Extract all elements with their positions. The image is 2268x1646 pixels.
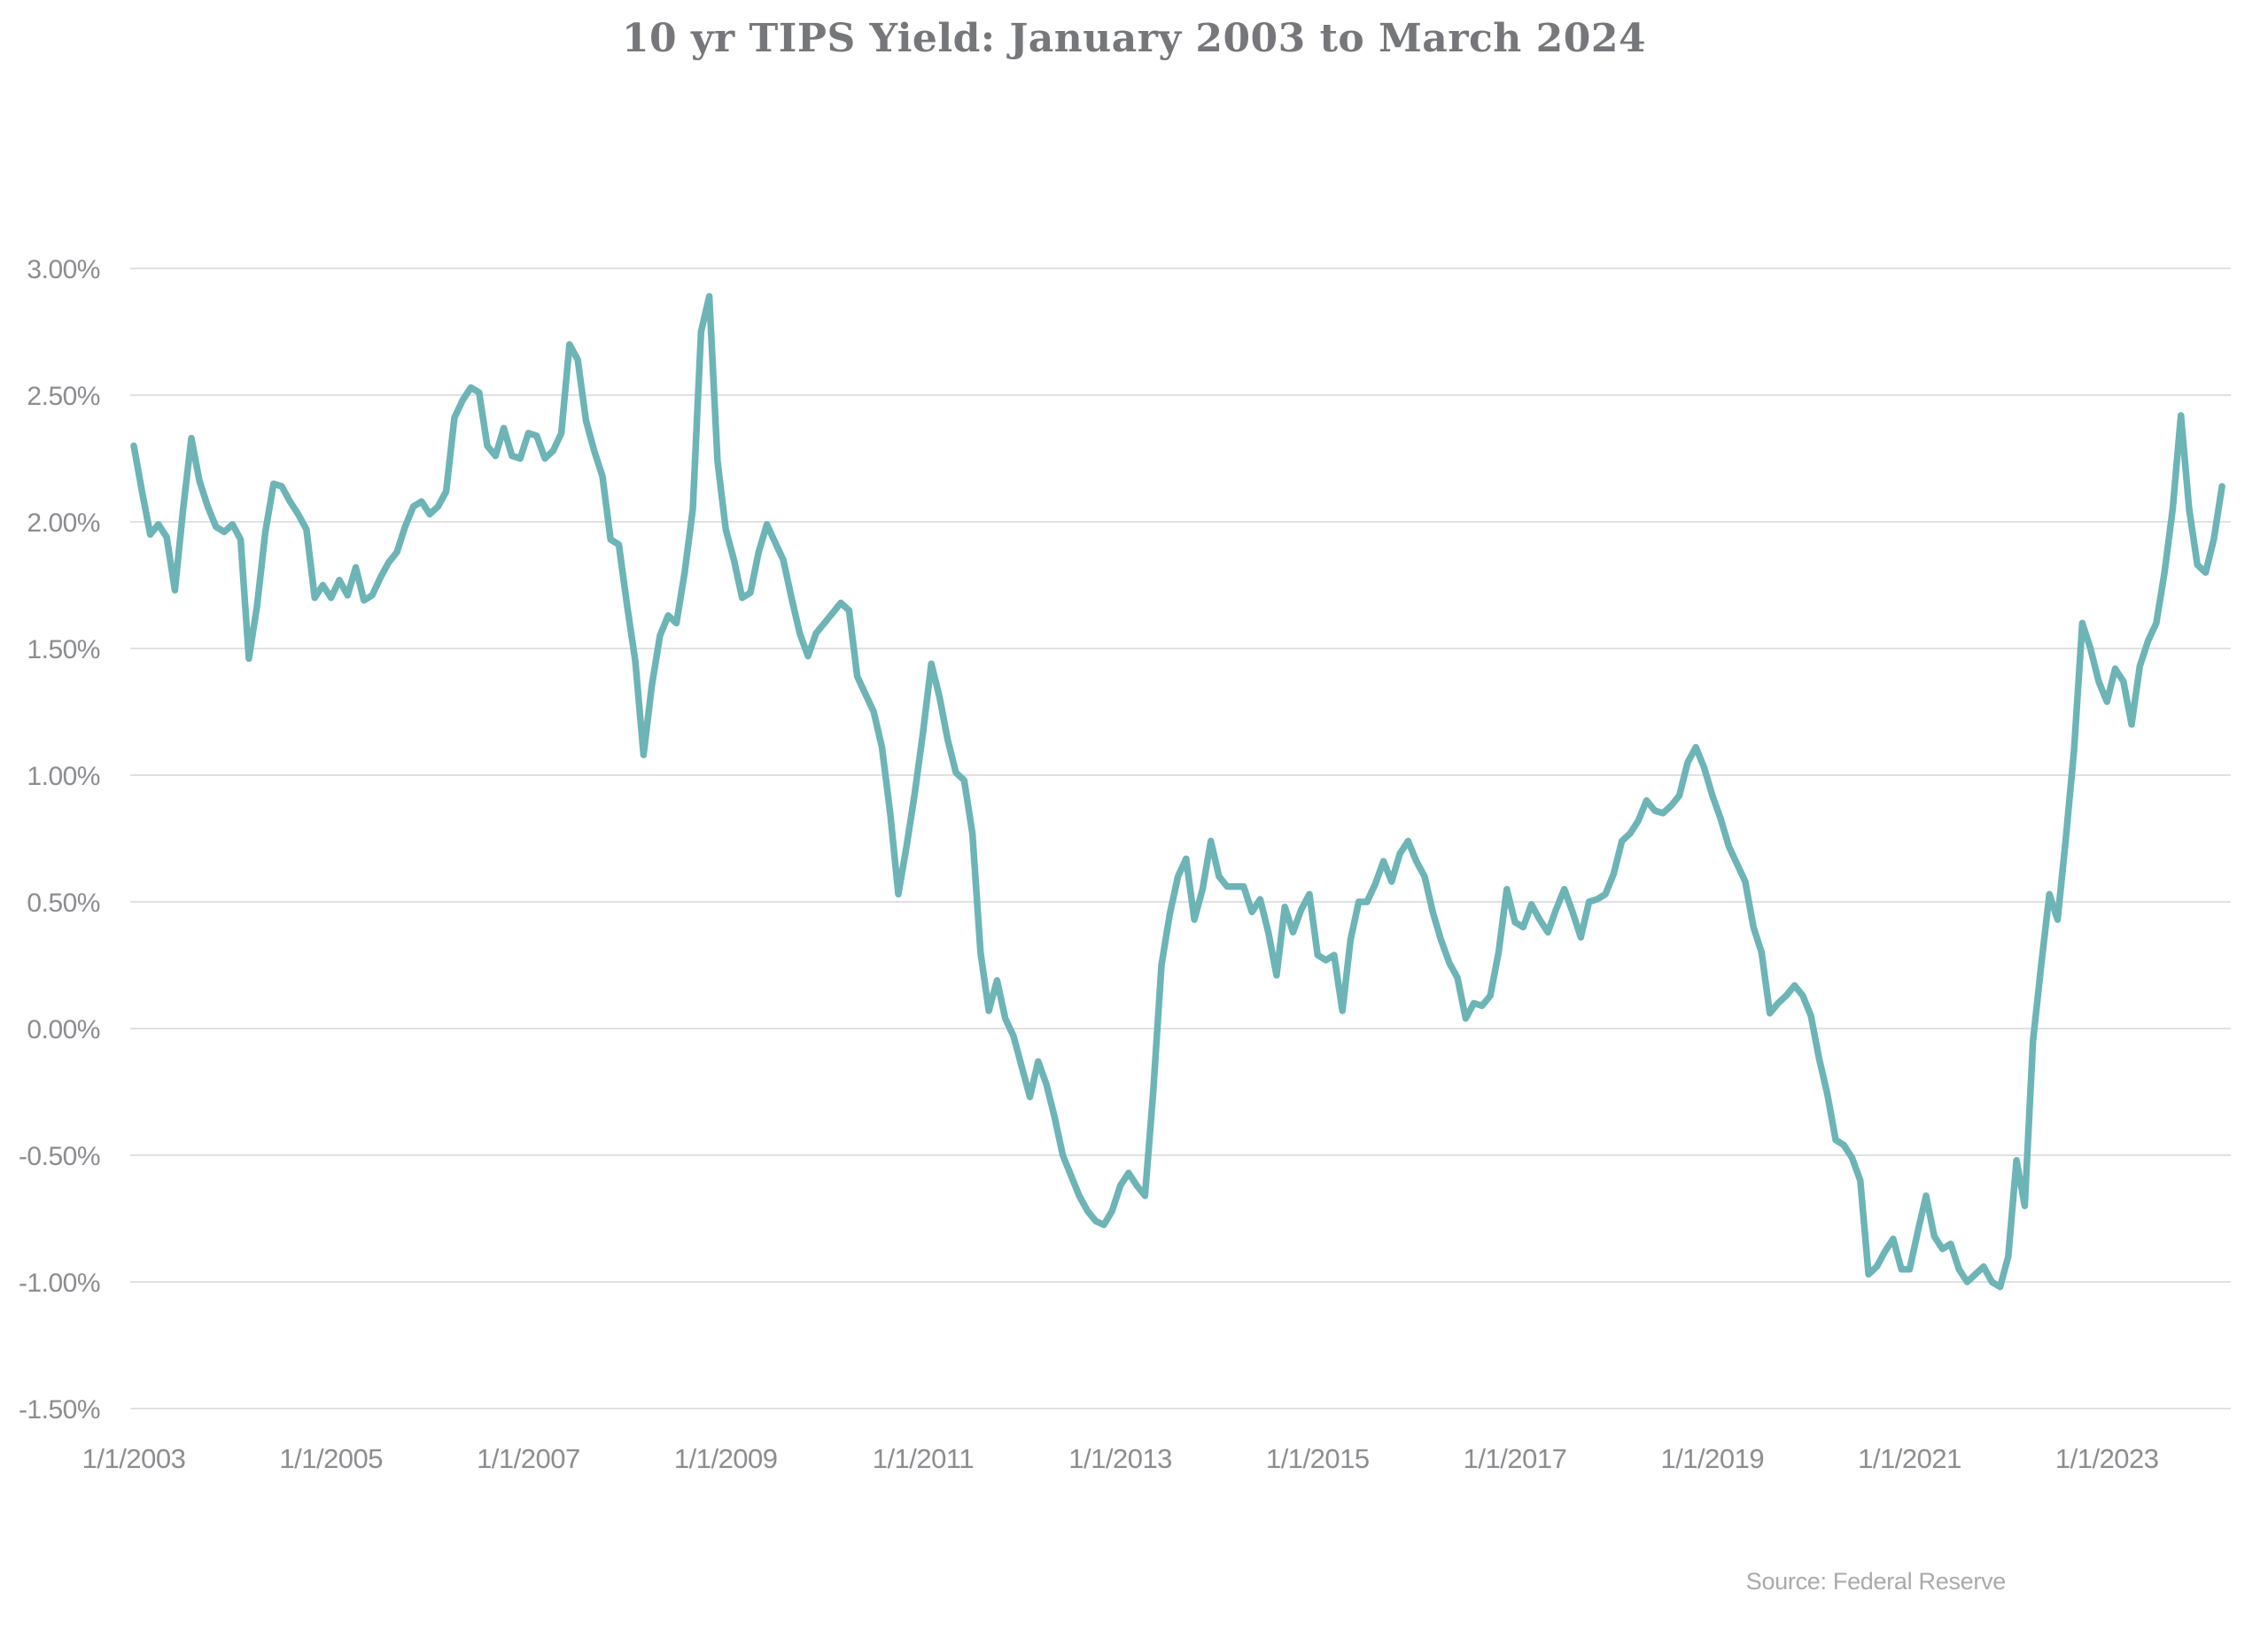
x-tick-label: 1/1/2011	[873, 1443, 974, 1474]
y-tick-label: -1.50%	[19, 1395, 100, 1425]
x-tick-label: 1/1/2019	[1660, 1443, 1764, 1474]
x-tick-label: 1/1/2007	[477, 1443, 580, 1474]
y-tick-label: 2.50%	[27, 382, 100, 411]
source-note: Source: Federal Reserve	[1745, 1568, 2007, 1595]
chart-title: 10 yr TIPS Yield: January 2003 to March …	[621, 16, 1647, 61]
y-tick-label: 0.00%	[27, 1015, 100, 1044]
x-axis-labels: 1/1/2003 1/1/2005 1/1/2007 1/1/2009 1/1/2011…	[82, 1443, 2159, 1474]
x-tick-label: 1/1/2005	[279, 1443, 383, 1474]
y-tick-label: 0.50%	[27, 889, 100, 918]
y-tick-label: 2.00%	[27, 509, 100, 538]
x-tick-label: 1/1/2009	[674, 1443, 778, 1474]
y-axis-labels: 3.00% 2.50% 2.00% 1.50% 1.00% 0.50% 0.00% -0.50…	[19, 255, 101, 1425]
y-tick-label: 3.00%	[27, 255, 100, 284]
y-tick-label: -1.00%	[19, 1269, 100, 1298]
x-tick-label: 1/1/2023	[2055, 1443, 2159, 1474]
x-tick-label: 1/1/2017	[1464, 1443, 1567, 1474]
y-tick-label: 1.00%	[27, 762, 100, 791]
x-tick-label: 1/1/2013	[1068, 1443, 1172, 1474]
tips-yield-line	[130, 292, 2225, 1291]
x-tick-label: 1/1/2021	[1858, 1443, 1961, 1474]
x-tick-label: 1/1/2003	[82, 1443, 186, 1474]
y-tick-label: 1.50%	[27, 635, 100, 664]
y-tick-label: -0.50%	[19, 1142, 100, 1171]
x-tick-label: 1/1/2015	[1266, 1443, 1370, 1474]
